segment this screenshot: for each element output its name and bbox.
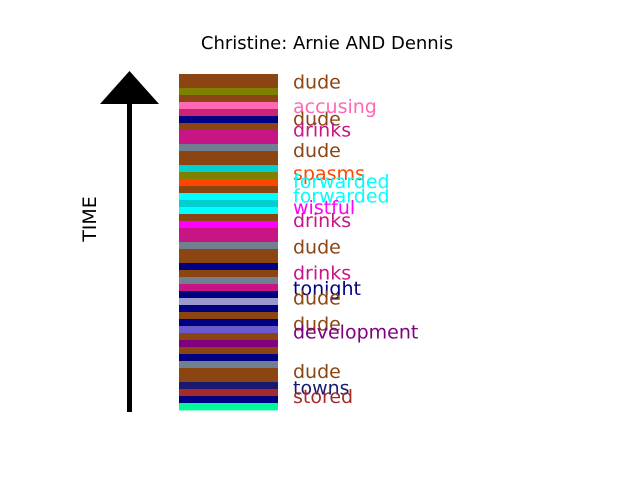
stripe-label: drinks <box>293 210 351 232</box>
stripe-label: tonight <box>293 278 361 300</box>
time-stripe <box>179 333 278 341</box>
time-stripe <box>179 74 278 82</box>
stripe-label: drinks <box>293 119 351 141</box>
stripe-label: dude <box>293 287 341 309</box>
time-stripe <box>179 102 278 110</box>
time-stripe <box>179 123 278 131</box>
time-stripe <box>179 179 278 187</box>
time-stripe <box>179 95 278 103</box>
stripe-label: accusing <box>293 96 377 118</box>
time-stripe <box>179 81 278 89</box>
stripe-label: dude <box>293 140 341 162</box>
time-stripe <box>179 151 278 159</box>
time-stripe <box>179 312 278 320</box>
time-stripe <box>179 403 278 411</box>
stripe-label: towns <box>293 378 350 400</box>
time-stripe <box>179 228 278 236</box>
time-stripe <box>179 88 278 96</box>
stripe-label: stored <box>293 386 353 408</box>
time-stripe <box>179 284 278 292</box>
stripe-label: development <box>293 321 418 343</box>
time-stripe <box>179 172 278 180</box>
time-stripe <box>179 130 278 138</box>
time-stripe <box>179 193 278 201</box>
time-stripe <box>179 144 278 152</box>
time-stripe <box>179 368 278 376</box>
time-stripe <box>179 298 278 306</box>
time-stripe <box>179 396 278 404</box>
time-stripe <box>179 375 278 383</box>
stripe-label: dude <box>293 71 341 93</box>
time-axis-arrow <box>100 71 159 412</box>
time-stripe <box>179 291 278 299</box>
time-stripe <box>179 305 278 313</box>
time-stripe <box>179 109 278 117</box>
time-stripe <box>179 207 278 215</box>
time-stripe <box>179 347 278 355</box>
stripe-label: forwarded <box>293 171 390 193</box>
time-stripe <box>179 116 278 124</box>
time-stripe <box>179 165 278 173</box>
chart-title: Christine: Arnie AND Dennis <box>201 33 453 54</box>
stripe-column <box>179 74 278 411</box>
stripe-label: drinks <box>293 263 351 285</box>
time-axis-label: TIME <box>79 196 101 243</box>
time-stripe <box>179 186 278 194</box>
time-stripe <box>179 354 278 362</box>
time-stripe <box>179 389 278 397</box>
time-stripe <box>179 158 278 166</box>
time-stripe <box>179 242 278 250</box>
stripe-labels: dudeaccusingdudedrinksdudespasmsforwarde… <box>293 71 418 408</box>
stripe-label: dude <box>293 108 341 130</box>
time-arrow-shaft <box>127 102 132 412</box>
time-stripe <box>179 361 278 369</box>
time-arrow-head <box>100 71 159 104</box>
time-stripe <box>179 137 278 145</box>
stripe-label: dude <box>293 313 341 335</box>
stripe-label: dude <box>293 237 341 259</box>
time-stripe <box>179 270 278 278</box>
time-stripe <box>179 277 278 285</box>
stripe-label: forwarded <box>293 186 390 208</box>
time-stripe <box>179 340 278 348</box>
time-stripe <box>179 326 278 334</box>
time-stripe <box>179 214 278 222</box>
stripe-label: dude <box>293 361 341 383</box>
time-stripe <box>179 319 278 327</box>
time-stripe <box>179 263 278 271</box>
time-stripe <box>179 256 278 264</box>
time-stripe <box>179 235 278 243</box>
stripe-label: wistful <box>293 197 355 219</box>
time-stripe <box>179 249 278 257</box>
time-stripe <box>179 200 278 208</box>
stripe-label: spasms <box>293 163 365 185</box>
time-stripe <box>179 382 278 390</box>
time-stripe <box>179 221 278 229</box>
